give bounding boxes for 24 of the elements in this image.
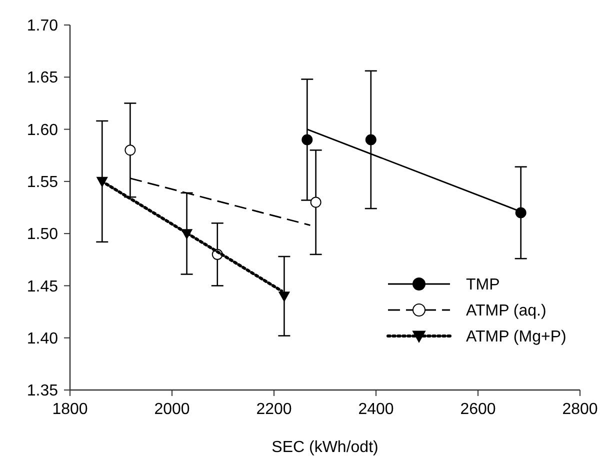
y-tick-label: 1.40 — [26, 330, 58, 348]
legend-label: ATMP (Mg+P) — [466, 328, 566, 346]
point — [302, 134, 313, 146]
x-tick-label: 2400 — [358, 401, 394, 418]
point — [310, 196, 322, 208]
x-tick-label: 2200 — [256, 401, 292, 418]
legend-label: TMP — [466, 276, 500, 294]
y-tick-label: 1.65 — [26, 70, 58, 87]
x-tick-label: 2800 — [562, 401, 598, 418]
point — [278, 292, 290, 302]
y-tick-label: 1.35 — [26, 382, 58, 400]
x-tick-label: 1800 — [52, 401, 88, 418]
legend-label: ATMP (aq.) — [466, 302, 546, 320]
x-axis-title: SEC (kWh/odt) — [272, 439, 378, 456]
y-tick-label: 1.55 — [26, 174, 58, 192]
x-tick-label: 2000 — [154, 401, 190, 418]
point — [124, 144, 136, 156]
y-tick-label: 1.50 — [26, 226, 58, 244]
y-tick-label: 1.60 — [26, 122, 58, 139]
point — [365, 134, 376, 146]
y-tick-label: 1.45 — [26, 278, 58, 296]
x-tick-label: 2600 — [460, 401, 496, 418]
y-tick-label: 1.70 — [26, 18, 58, 35]
point — [515, 207, 526, 218]
